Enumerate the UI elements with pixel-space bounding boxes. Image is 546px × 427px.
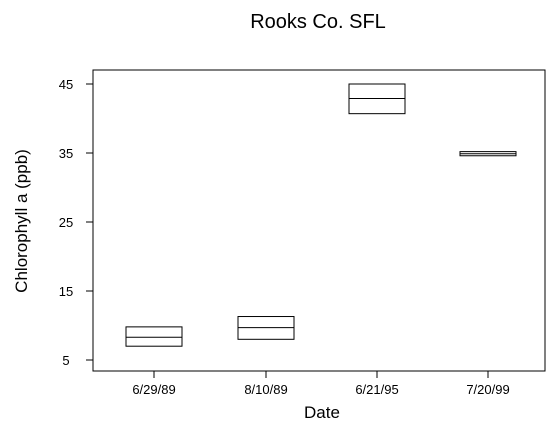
x-tick-label: 6/29/89 [132,382,175,397]
chart-title: Rooks Co. SFL [250,11,386,33]
x-tick-label: 8/10/89 [244,382,287,397]
y-axis: 5 15 25 35 45 [59,77,93,368]
plot-frame [92,69,546,372]
y-tick-label: 45 [59,77,73,92]
y-tick-label: 5 [62,353,69,368]
x-tick-label: 7/20/99 [466,382,509,397]
x-axis: 6/29/89 8/10/89 6/21/95 7/20/99 [132,371,510,397]
y-tick-label: 15 [59,284,73,299]
box-6-29-89 [125,326,183,347]
y-axis-label: Chlorophyll a (ppb) [12,149,31,293]
y-tick-label: 25 [59,215,73,230]
y-tick-label: 35 [59,146,73,161]
x-tick-label: 6/21/95 [355,382,398,397]
x-axis-label: Date [304,403,340,422]
boxes [125,83,517,347]
